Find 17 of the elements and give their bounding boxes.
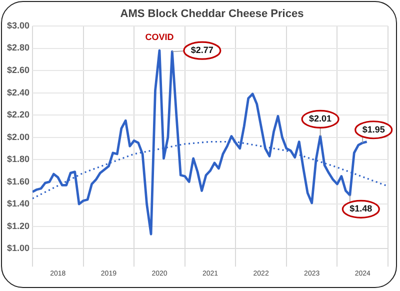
y-tick-label: $2.80: [6, 42, 30, 53]
annotation: $2.01: [309, 114, 332, 124]
y-tick-label: $2.20: [6, 110, 30, 120]
y-tick-label: $1.20: [6, 220, 30, 231]
y-tick-label: $1.60: [6, 176, 30, 186]
annotation: $1.95: [362, 124, 385, 134]
y-tick-label: $1.40: [6, 198, 30, 209]
annotation: $2.77: [190, 45, 214, 56]
y-tick-label: $3.00: [6, 20, 30, 30]
y-tick-label: $2.40: [6, 87, 30, 98]
y-tick-label: $2.00: [6, 132, 30, 142]
annotation: $1.48: [350, 204, 372, 214]
y-tick-label: $2.60: [6, 65, 30, 76]
annotation: COVID: [145, 32, 174, 42]
y-tick-label: $1.00: [6, 243, 30, 254]
y-tick-label: $1.80: [6, 154, 30, 164]
chart-title: AMS Block Cheddar Cheese Prices: [120, 8, 304, 20]
